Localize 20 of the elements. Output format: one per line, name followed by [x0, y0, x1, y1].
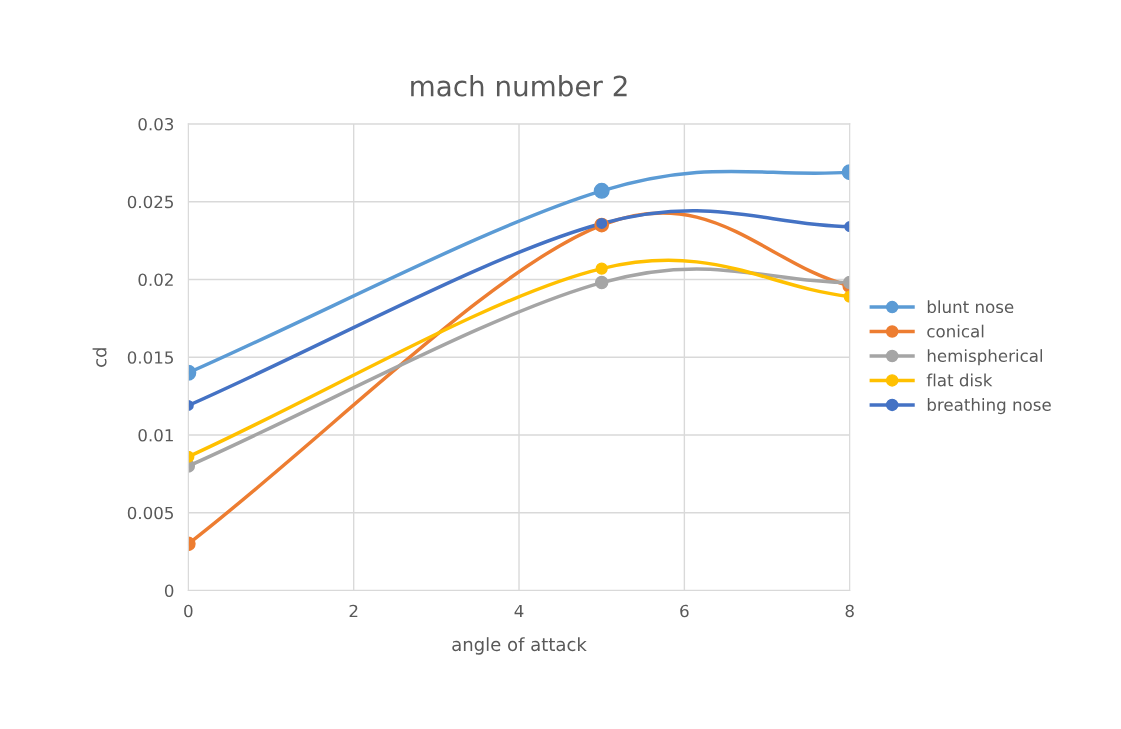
x-tick-label: 0: [184, 604, 193, 618]
legend-label: blunt nose: [927, 300, 1014, 314]
x-axis-title: angle of attack: [452, 637, 587, 655]
y-tick-label: 0.025: [127, 195, 173, 209]
y-tick-label: 0.005: [127, 506, 173, 520]
x-tick-label: 8: [845, 604, 854, 618]
y-axis-title: cd: [92, 348, 107, 367]
y-tick-label: 0.01: [138, 428, 173, 442]
chart-title: mach number 2: [411, 75, 627, 97]
legend-label: hemispherical: [927, 349, 1043, 366]
x-tick-label: 4: [514, 604, 524, 618]
legend-label: breathing nose: [927, 398, 1051, 415]
y-tick-label: 0.015: [127, 351, 173, 364]
y-tick-label: 0: [164, 584, 174, 598]
legend-label: flat disk: [926, 373, 993, 387]
x-tick-label: 2: [349, 604, 358, 618]
legend-label: conical: [927, 324, 984, 338]
y-tick-label: 0.02: [138, 273, 173, 287]
x-tick-label: 6: [680, 604, 689, 618]
y-tick-label: 0.03: [138, 117, 174, 131]
